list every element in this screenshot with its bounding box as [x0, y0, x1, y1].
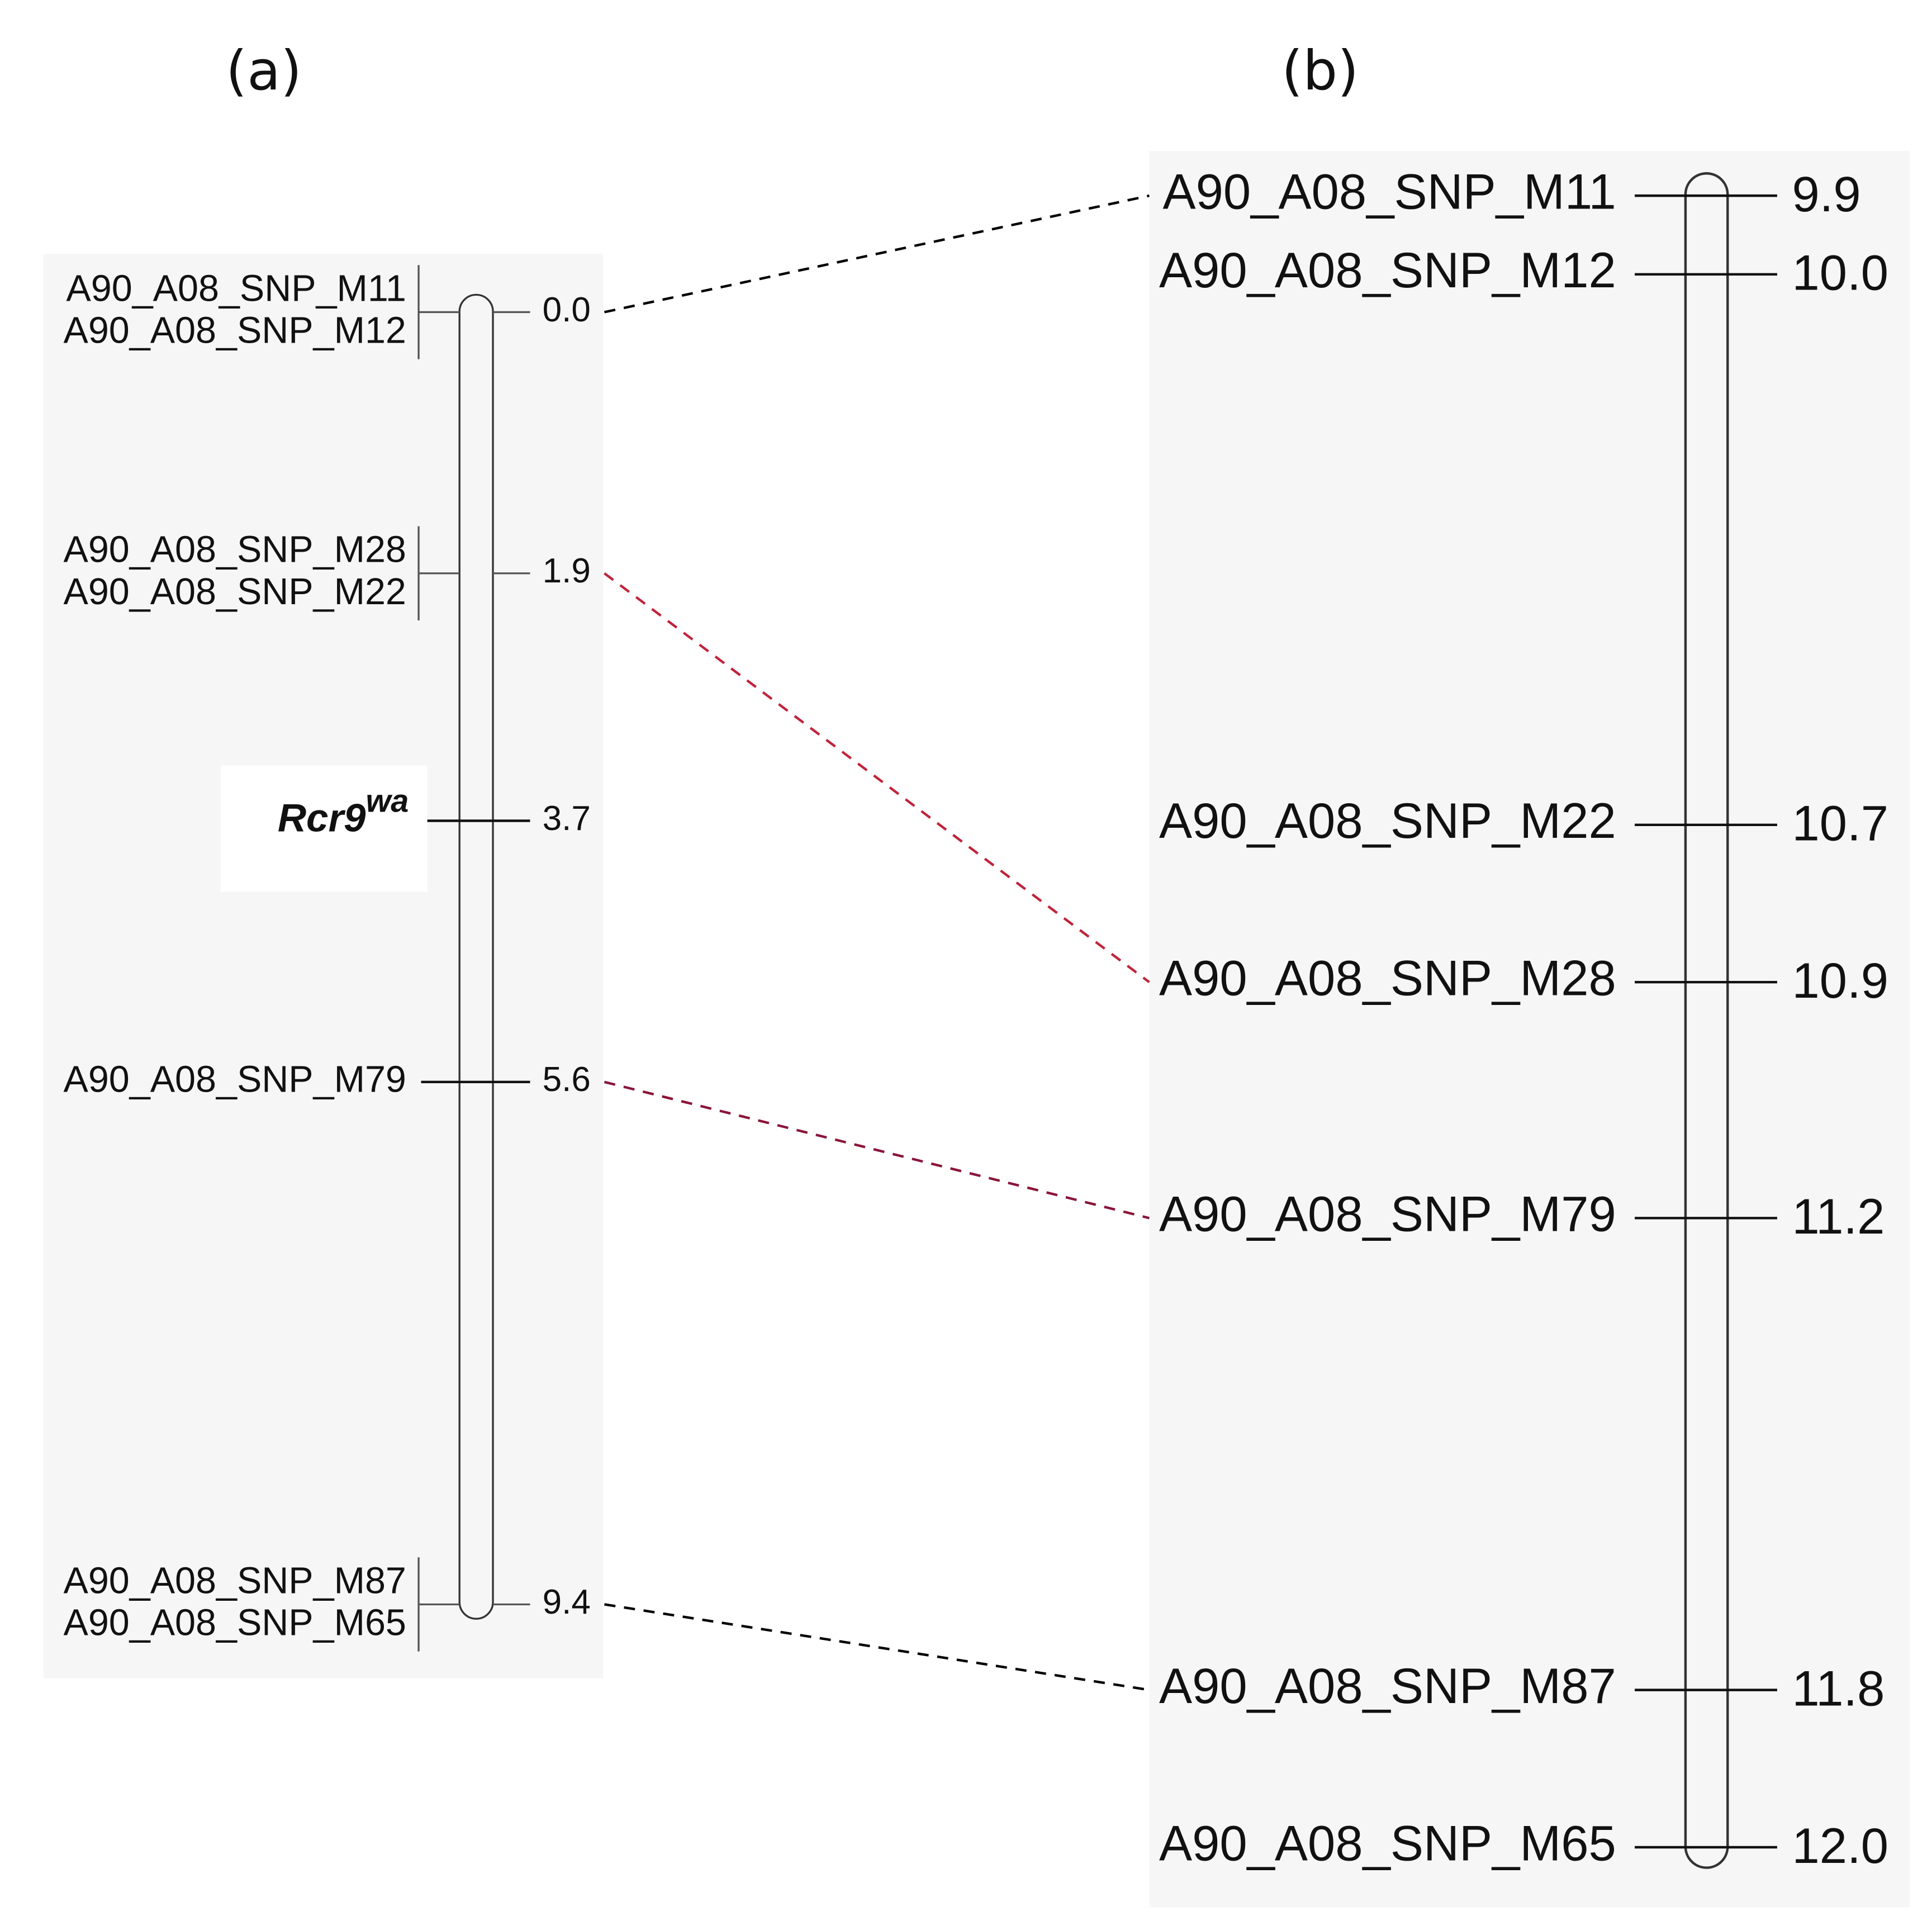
connection [604, 194, 1150, 314]
position-label: 3.7 [543, 799, 591, 838]
marker-label: A90_A08_SNP_M22 [1159, 793, 1616, 848]
marker-label: A90_A08_SNP_M12 [63, 310, 406, 352]
marker-label: A90_A08_SNP_M79 [1159, 1187, 1616, 1242]
marker-label: A90_A08_SNP_M11 [1163, 164, 1616, 220]
marker-label: A90_A08_SNP_M11 [66, 268, 406, 309]
marker-label: A90_A08_SNP_M87 [1159, 1658, 1616, 1714]
position-label: 11.2 [1792, 1189, 1885, 1244]
panel-title: (a) [226, 39, 302, 102]
connection [604, 1080, 1150, 1220]
position-label: 1.9 [543, 552, 591, 590]
position-label: 0.0 [543, 291, 591, 329]
marker-label: A90_A08_SNP_M28 [63, 529, 406, 571]
gene-label: Rcr9wa [278, 784, 409, 841]
panel-a-background [43, 254, 604, 1678]
marker-label: A90_A08_SNP_M12 [1159, 243, 1616, 298]
position-label: 11.8 [1792, 1661, 1885, 1716]
position-label: 10.0 [1792, 245, 1889, 301]
gene-name: Rcr9 [278, 796, 366, 840]
marker-label: A90_A08_SNP_M28 [1159, 951, 1616, 1006]
gene-superscript: wa [365, 784, 409, 819]
gene-box [220, 765, 428, 892]
marker-label: A90_A08_SNP_M79 [63, 1059, 406, 1100]
position-label: 12.0 [1792, 1818, 1889, 1874]
chromosome [458, 293, 494, 1620]
connection [604, 1603, 1150, 1691]
panel-title: (b) [1281, 39, 1359, 102]
chromosome [1684, 172, 1729, 1869]
position-label: 5.6 [543, 1060, 591, 1099]
connection [604, 572, 1150, 983]
marker-label: A90_A08_SNP_M65 [1159, 1815, 1616, 1871]
position-label: 10.7 [1792, 796, 1889, 851]
panel-b-background [1149, 151, 1910, 1908]
marker-label: A90_A08_SNP_M65 [63, 1602, 406, 1644]
position-label: 10.9 [1792, 953, 1889, 1008]
position-label: 9.4 [543, 1583, 591, 1621]
position-label: 9.9 [1792, 167, 1861, 222]
marker-label: A90_A08_SNP_M87 [63, 1560, 406, 1601]
marker-label: A90_A08_SNP_M22 [63, 571, 406, 613]
